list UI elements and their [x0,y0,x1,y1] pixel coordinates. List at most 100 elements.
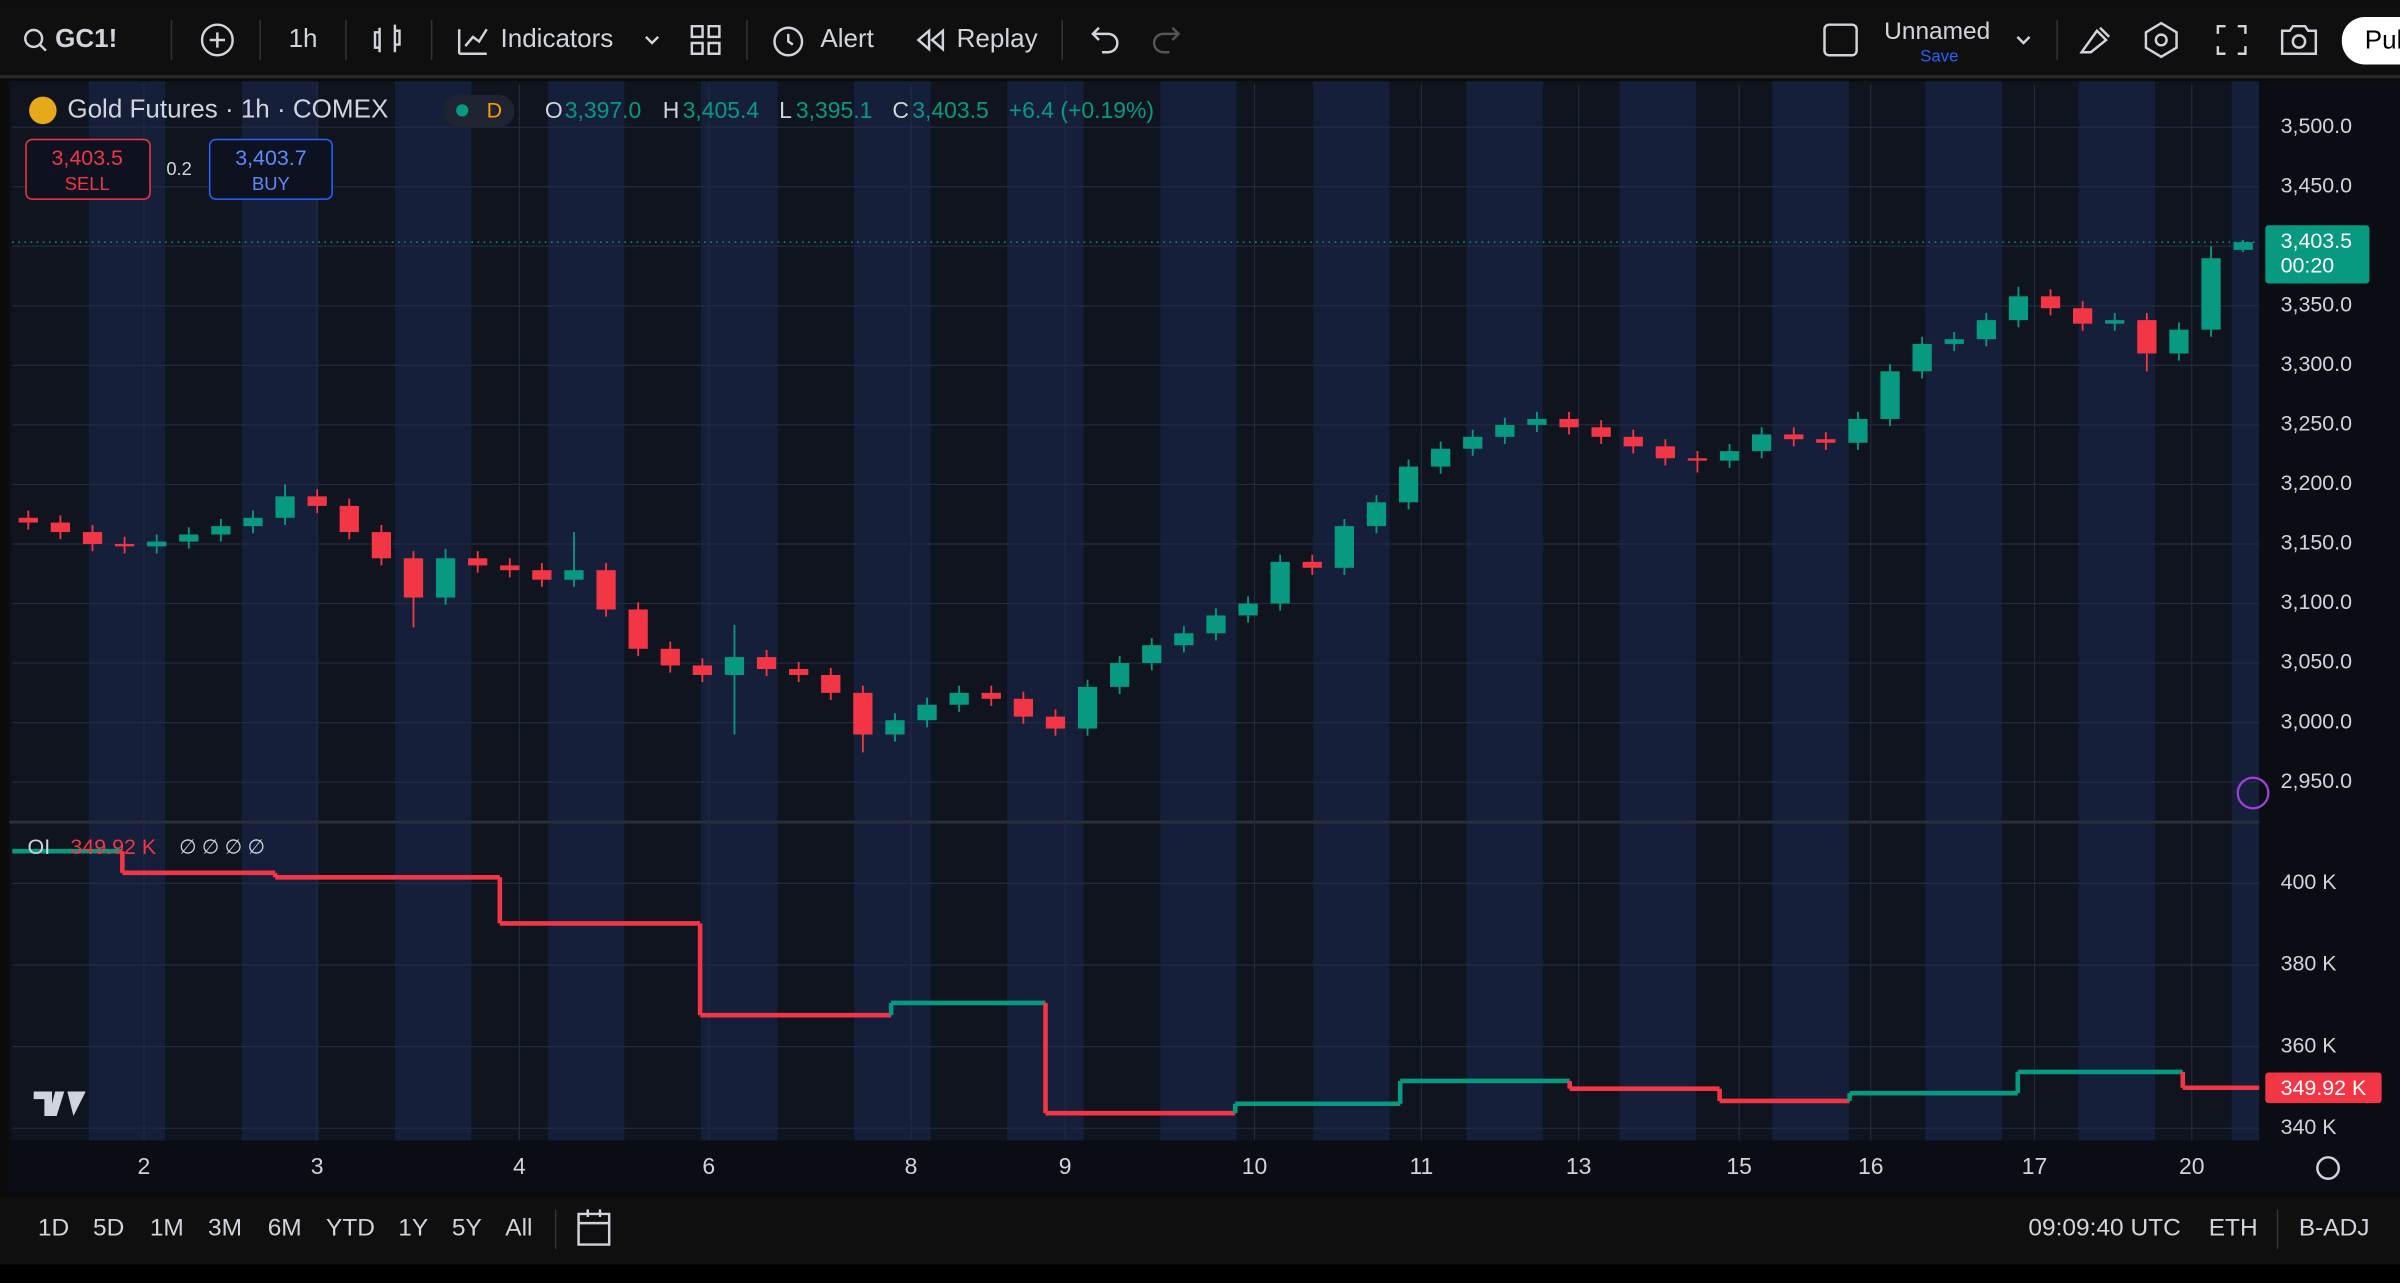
sell-label[interactable]: SELL [65,173,110,194]
range-button[interactable]: 1M [150,1215,184,1242]
candle-body [435,558,456,598]
candle-body [2040,296,2061,309]
alert[interactable]: Alert [820,23,874,53]
session-toggle[interactable]: ETH [2209,1215,2258,1242]
session-band [2231,81,2260,1141]
x-tick-label: 10 [1242,1153,1268,1179]
quick-search[interactable] [2079,26,2111,54]
candle-body [1719,451,1740,461]
session-band [1848,81,1926,1141]
last-price-label: 3,403.5 [2281,229,2352,253]
layout-icon [1823,23,1858,57]
session-band [1619,81,1696,1141]
bottom-bar [0,1197,2400,1265]
session-band [2002,81,2079,1141]
range-button[interactable]: YTD [326,1215,375,1242]
x-tick-label: 13 [1566,1153,1592,1179]
symbol-search[interactable]: GC1! [24,23,117,53]
date-range[interactable] [577,1209,611,1246]
candle-body [2201,258,2221,330]
range-button[interactable]: 3M [208,1215,242,1242]
y-tick-label: 3,050.0 [2281,650,2353,674]
add-symbol[interactable] [200,23,234,57]
settings[interactable] [2144,21,2178,59]
settings-icon [2154,33,2168,47]
indicators-icon [457,28,488,55]
chevron[interactable] [645,36,660,45]
time-scale [9,1140,2260,1193]
publish-button[interactable] [2341,17,2400,65]
range-button[interactable]: 1Y [398,1215,428,1242]
x-tick-label: 9 [1059,1153,1072,1179]
candle-body [2233,242,2253,250]
chevron[interactable] [2016,36,2031,45]
lightning[interactable] [2236,776,2270,810]
session-band [547,81,625,1141]
sell-button[interactable] [25,138,151,200]
y-tick-label: 360 K [2281,1033,2338,1057]
range-button[interactable]: 6M [268,1215,302,1242]
candle-body [2008,296,2029,321]
candle-body [596,570,616,610]
candle-body [1495,424,1515,437]
replay[interactable]: Replay [957,23,1038,53]
session-pill [443,95,515,128]
screenshot[interactable] [2280,24,2318,55]
buy-button[interactable] [208,138,333,200]
sell-price[interactable]: 3,403.5 [52,146,123,170]
candle-body [1366,502,1387,527]
chart-type[interactable] [373,24,401,53]
save[interactable]: Save [1920,46,1958,65]
x-tick-label: 4 [513,1153,526,1179]
symbol[interactable]: GC1! [55,23,117,53]
candle-body [82,532,103,544]
candle-body [1077,686,1098,729]
indicators[interactable]: Indicators [501,23,614,53]
candle-body [1174,633,1194,646]
candle-body [147,541,167,547]
y-tick-label: 3,150.0 [2281,531,2353,555]
scale-settings[interactable] [2316,1156,2340,1180]
candle-body [821,674,841,693]
adjustment[interactable]: B-ADJ [2299,1215,2370,1242]
layout-name[interactable]: Unnamed [1884,18,1990,45]
session-band [701,81,778,1141]
candle-body [1398,466,1419,503]
candle-body [1206,615,1226,634]
candle-body [564,570,584,580]
candle-body [468,558,488,566]
session-band [241,81,319,1141]
candle-body [660,648,680,666]
range-button[interactable]: 1D [38,1215,69,1242]
ohlc-value: 3,397.0 [565,97,642,123]
oi-last-box [2265,1072,2382,1104]
oi-name: OI [28,835,51,859]
y-tick-label: 340 K [2281,1115,2338,1139]
change: +6.4 (+0.19%) [1009,97,1154,123]
candle-body [1912,343,1932,372]
publish[interactable]: Pub [2365,24,2400,54]
undo[interactable] [1091,26,1119,54]
layouts[interactable] [690,24,721,55]
y-tick-label: 400 K [2281,870,2338,894]
candle-body [1559,418,1579,428]
symbol-logo [29,96,57,125]
redo[interactable] [1152,26,1181,54]
x-tick-label: 17 [2022,1153,2048,1179]
interval[interactable]: 1h [289,23,318,53]
clock: 09:09:40 UTC [2028,1215,2180,1242]
range-button[interactable]: All [505,1215,532,1242]
range-button[interactable]: 5D [93,1215,124,1242]
session: D [487,99,502,123]
fullscreen[interactable] [2216,24,2247,55]
session-band [88,81,166,1141]
buy-price[interactable]: 3,403.7 [235,146,306,170]
candle-body [1784,434,1804,440]
candle-body [1270,561,1290,604]
candle-body [853,692,873,735]
candle-body [1110,663,1130,687]
range-button[interactable]: 5Y [452,1215,482,1242]
buy-label[interactable]: BUY [252,173,290,194]
